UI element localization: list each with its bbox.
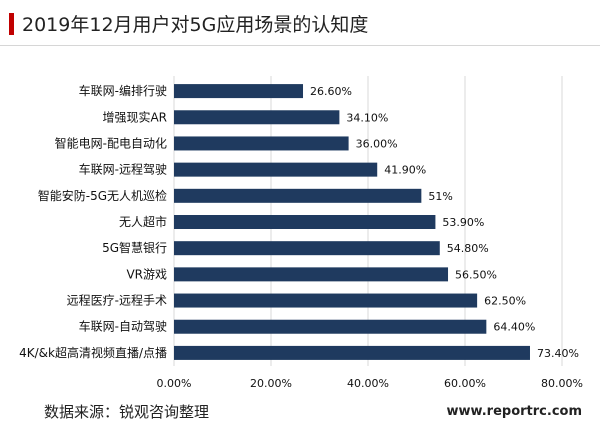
title-accent-bar	[9, 13, 14, 35]
category-label-1: 增强现实AR	[102, 109, 167, 124]
bar-9	[174, 319, 487, 334]
value-label-10: 73.40%	[537, 347, 579, 360]
value-label-9: 64.40%	[493, 321, 535, 334]
website-url: www.reportrc.com	[446, 404, 582, 419]
bar-3	[174, 162, 378, 177]
value-label-3: 41.90%	[384, 164, 426, 177]
bar-8	[174, 293, 478, 308]
x-tick-label-2: 40.00%	[347, 377, 389, 390]
bar-0	[174, 84, 304, 99]
value-label-6: 54.80%	[447, 242, 489, 255]
category-label-9: 车联网-自动驾驶	[79, 319, 167, 334]
category-label-4: 智能安防-5G无人机巡检	[38, 188, 167, 203]
category-label-7: VR游戏	[126, 267, 167, 281]
category-label-6: 5G智慧银行	[102, 240, 167, 255]
bar-7	[174, 267, 449, 282]
chart-title: 2019年12月用户对5G应用场景的认知度	[22, 14, 369, 36]
value-label-5: 53.90%	[442, 216, 484, 229]
value-label-1: 34.10%	[346, 111, 388, 124]
source-note: 数据来源：锐观咨询整理	[44, 403, 210, 421]
x-tick-label-3: 60.00%	[444, 377, 486, 390]
category-label-8: 远程医疗-远程手术	[67, 293, 167, 308]
value-label-8: 62.50%	[484, 295, 526, 308]
value-label-7: 56.50%	[455, 268, 497, 281]
bar-2	[174, 136, 349, 151]
bar-10	[174, 345, 530, 360]
category-label-3: 车联网-远程驾驶	[79, 162, 167, 177]
category-label-10: 4K/&k超高清视频直播/点播	[19, 345, 167, 360]
title-divider	[0, 45, 600, 46]
value-label-4: 51%	[428, 190, 452, 203]
x-tick-label-0: 0.00%	[157, 377, 192, 390]
category-label-0: 车联网-编排行驶	[79, 83, 167, 98]
bar-6	[174, 241, 440, 256]
category-label-2: 智能电网-配电自动化	[55, 135, 167, 150]
x-tick-label-1: 20.00%	[250, 377, 292, 390]
bar-5	[174, 215, 436, 229]
value-label-2: 36.00%	[356, 137, 398, 150]
category-label-5: 无人超市	[119, 214, 167, 229]
x-tick-label-4: 80.00%	[541, 377, 583, 390]
bar-1	[174, 110, 340, 125]
bar-4	[174, 188, 422, 203]
value-label-0: 26.60%	[310, 85, 352, 98]
